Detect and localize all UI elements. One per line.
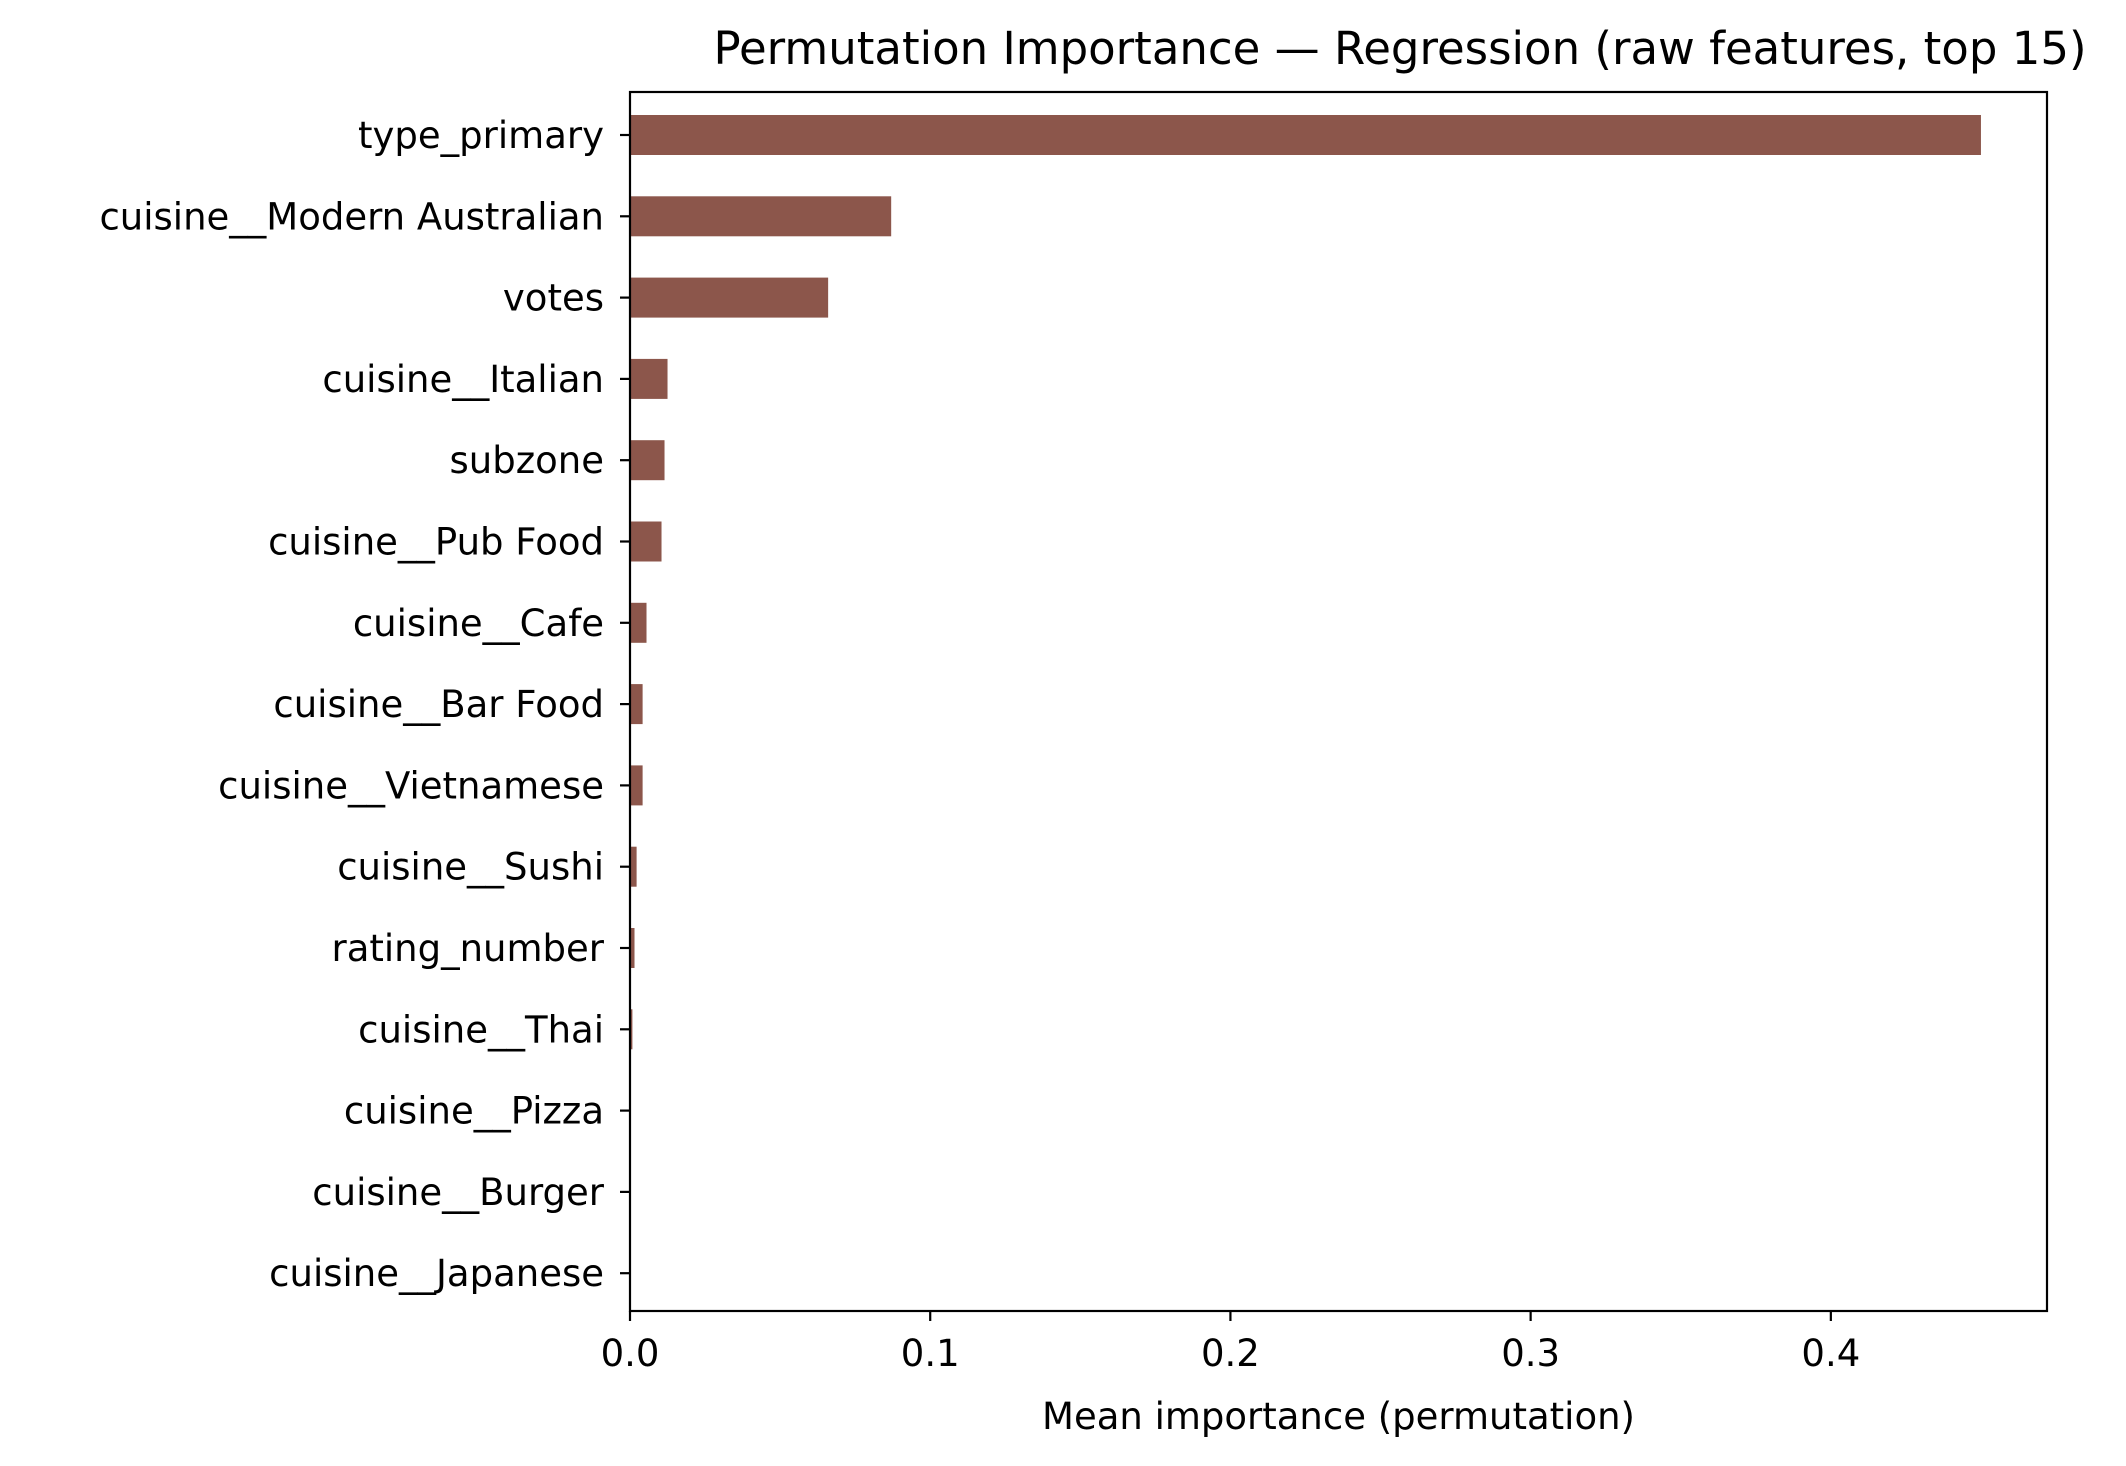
bar-3 — [630, 358, 668, 399]
y-tick-label-4: subzone — [450, 439, 605, 482]
x-tick-label-2: 0.2 — [1201, 1332, 1260, 1375]
y-tick-label-10: rating_number — [331, 927, 604, 970]
x-tick-label-1: 0.1 — [901, 1332, 960, 1375]
x-tick-label-0: 0.0 — [601, 1332, 660, 1375]
y-tick-label-8: cuisine__Vietnamese — [218, 764, 604, 807]
y-tick-label-5: cuisine__Pub Food — [268, 521, 604, 564]
bar-5 — [630, 521, 662, 562]
bar-0 — [630, 115, 1981, 155]
bar-9 — [630, 846, 637, 887]
x-tick-label-3: 0.3 — [1501, 1332, 1560, 1375]
y-tick-label-9: cuisine__Sushi — [337, 846, 604, 889]
y-tick-label-2: votes — [503, 277, 604, 320]
y-tick-label-14: cuisine__Japanese — [269, 1252, 604, 1295]
y-tick-label-3: cuisine__Italian — [322, 358, 604, 401]
bar-4 — [630, 440, 665, 481]
x-ticks: 0.0 0.1 0.2 0.3 0.4 — [601, 1311, 1860, 1375]
y-tick-label-7: cuisine__Bar Food — [273, 683, 604, 726]
bar-7 — [630, 684, 643, 725]
x-axis-label: Mean importance (permutation) — [1042, 1395, 1635, 1438]
bar-6 — [630, 602, 647, 643]
y-tick-label-6: cuisine__Cafe — [353, 602, 604, 645]
y-tick-label-11: cuisine__Thai — [358, 1008, 604, 1051]
chart-title: Permutation Importance — Regression (raw… — [713, 22, 2086, 75]
x-tick-label-4: 0.4 — [1801, 1332, 1860, 1375]
bar-2 — [630, 277, 829, 318]
bar-8 — [630, 765, 643, 806]
bar-1 — [630, 196, 892, 237]
y-tick-label-12: cuisine__Pizza — [344, 1090, 604, 1133]
plot-frame — [628, 90, 2049, 1313]
bar-10 — [630, 928, 635, 968]
y-tick-label-13: cuisine__Burger — [312, 1171, 604, 1214]
y-tick-labels: type_primary cuisine__Modern Australian vo… — [99, 114, 630, 1295]
bar-11 — [630, 1009, 633, 1050]
y-tick-label-1: cuisine__Modern Australian — [99, 195, 604, 238]
bars-group — [630, 115, 1981, 1294]
y-tick-label-0: type_primary — [358, 114, 604, 157]
